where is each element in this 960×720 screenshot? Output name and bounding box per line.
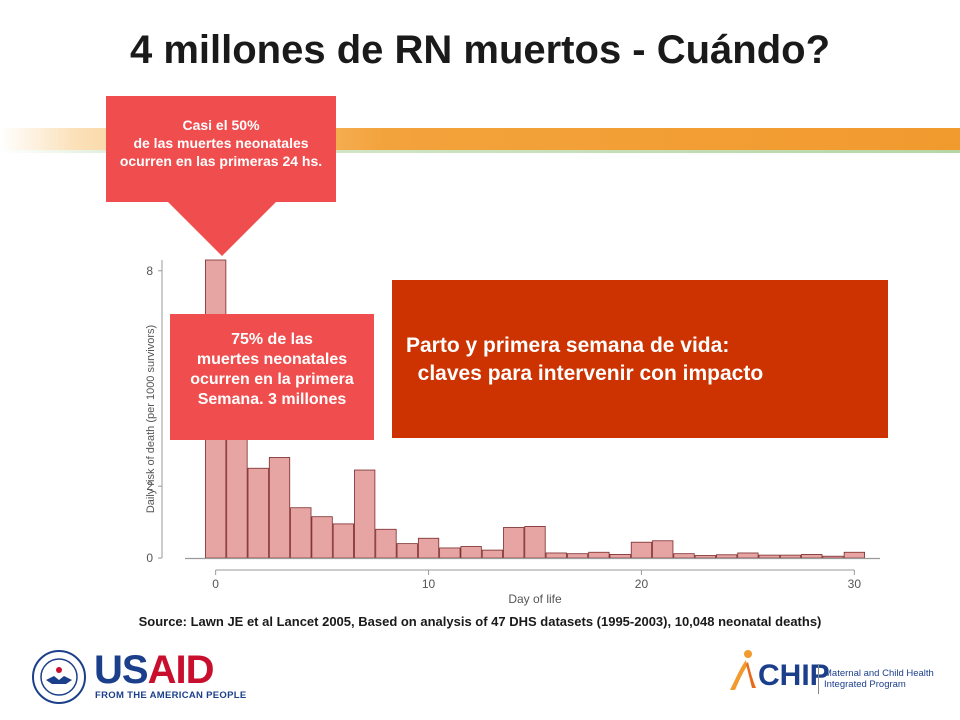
bar [843,551,865,559]
key-message-panel: Parto y primera semana de vida: claves p… [392,280,888,438]
header-band-line [0,150,960,153]
bar [715,554,738,559]
bar [822,555,844,559]
chip-tagline-line: Maternal and Child Health [824,668,934,679]
bar [779,554,802,559]
bar [460,546,482,559]
key-message-line: claves para intervenir con impacto [406,362,764,385]
x-tick-label: 20 [635,577,649,591]
bar [588,551,610,559]
bar [673,553,695,559]
down-arrow-icon [168,202,276,256]
bar [630,541,653,559]
bar [737,552,759,559]
bar [226,431,248,559]
chip-tagline: Maternal and Child Health Integrated Pro… [824,668,934,690]
bar [545,552,567,559]
chip-figure-icon [730,650,756,690]
first-week-callout-line: ocurren en la primera [190,371,354,388]
bar [652,540,674,559]
bar [375,528,397,559]
bar [417,537,440,559]
y-tick-label: 0 [146,551,153,565]
bar [332,523,355,559]
bar [758,554,780,559]
chip-logo: CHIP [758,659,830,692]
first-day-callout: Casi el 50% de las muertes neonatales oc… [106,96,336,202]
bar [801,554,823,559]
bar [396,543,418,559]
usaid-logo-aid: AID [147,648,215,692]
y-axis-label: Daily risk of death (per 1000 survivors) [145,325,157,513]
axes-group: 0 2 8 0 10 20 30 Day of life Daily risk of death… [145,260,880,606]
usaid-seal-icon [32,650,86,704]
key-message-line: Parto y primera semana de vida: [406,334,730,357]
bar [311,516,333,559]
bar [694,555,716,559]
bar [609,554,631,559]
page-title: 4 millones de RN muertos - Cuándo? [129,28,831,72]
first-day-callout-line: Casi el 50% [182,117,260,133]
source-citation: Source: Lawn JE et al Lancet 2005, Based… [138,614,822,629]
bar [566,553,589,559]
usaid-tagline: FROM THE AMERICAN PEOPLE [95,690,247,701]
x-axis-label: Day of life [508,592,562,606]
bar [354,469,376,559]
bar [503,527,525,559]
first-week-callout-line: 75% de las [231,331,313,348]
first-day-callout-line: de las muertes neonatales [133,135,309,151]
first-week-callout-line: muertes neonatales [196,351,348,368]
usaid-logo: USAID [94,648,215,692]
bar [247,467,269,559]
x-tick-label: 10 [422,577,436,591]
chip-tagline-line: Integrated Program [824,679,906,690]
bar [439,547,461,559]
x-tick-label: 0 [212,577,219,591]
bar [481,549,504,559]
y-tick-label: 8 [146,264,153,278]
first-day-callout-line: ocurren en las primeras 24 hs. [119,153,323,169]
y-tick-label: 2 [146,479,153,493]
x-tick-label: 30 [848,577,862,591]
bar [524,526,546,559]
bar [290,507,312,559]
first-week-callout: 75% de las muertes neonatales ocurren en… [170,314,374,440]
usaid-logo-us: US [94,648,149,692]
bar [268,457,291,559]
first-week-callout-line: Semana. 3 millones [197,391,347,408]
chip-divider [818,664,819,694]
